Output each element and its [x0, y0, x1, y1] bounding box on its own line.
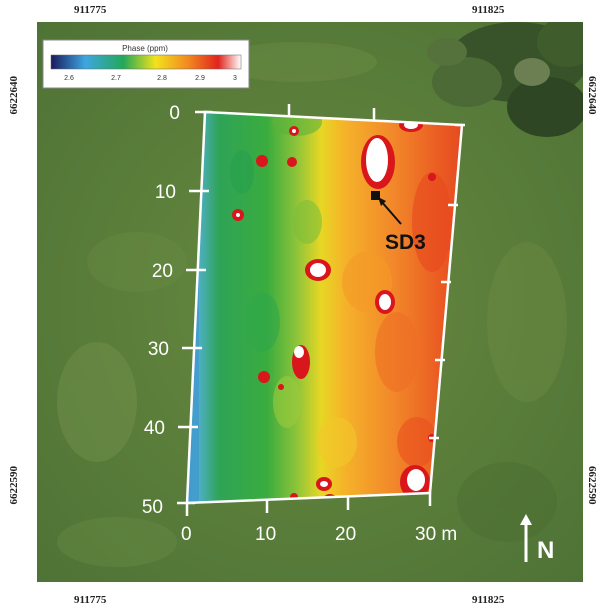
x-tick-label: 30 m	[415, 524, 457, 545]
legend-tick: 2.7	[111, 75, 121, 82]
anomaly-bottom-right	[400, 465, 430, 499]
y-tick-label: 10	[155, 182, 176, 203]
y-tick-label: 30	[148, 339, 169, 360]
survey-grid-frame	[177, 104, 465, 516]
legend-tick: 2.8	[157, 75, 167, 82]
grass-texture	[57, 42, 567, 567]
coord-left-upper: 6622640	[8, 76, 20, 115]
y-tick-label: 50	[142, 497, 163, 518]
legend-tick: 3	[233, 75, 237, 82]
sd3-marker: SD3	[371, 191, 426, 254]
y-tick-label: 40	[144, 418, 165, 439]
phase-heatmap	[187, 112, 462, 503]
coord-bottom-left: 911775	[74, 594, 107, 606]
north-label: N	[537, 537, 554, 564]
coord-left-lower: 6622590	[8, 466, 20, 505]
coord-top-right: 911825	[472, 4, 505, 16]
anomaly-lower-left	[292, 345, 310, 379]
coord-right-lower: 6622590	[586, 466, 598, 505]
x-tick-label: 0	[181, 524, 192, 545]
coord-bottom-right: 911825	[472, 594, 505, 606]
tree-canopy	[427, 22, 583, 137]
coord-top-left: 911775	[74, 4, 107, 16]
phase-legend: Phase (ppm) 2.6 2.7 2.8 2.9 3	[42, 39, 250, 89]
anomaly-mid-1	[305, 259, 331, 281]
legend-tick: 2.6	[64, 75, 74, 82]
coord-right-upper: 6622640	[586, 76, 598, 115]
x-tick-label: 20	[335, 524, 356, 545]
x-axis-labels: 0 10 20 30 m	[181, 524, 457, 545]
x-tick-label: 10	[255, 524, 276, 545]
y-tick-label: 0	[169, 103, 180, 124]
y-axis-labels: 0 10 20 30 40 50	[142, 103, 180, 518]
sd3-label: SD3	[385, 231, 426, 254]
legend-colorbar	[50, 54, 242, 70]
survey-map: 0 10 20 30 40 50 0 10 20 30 m SD3 Phase …	[37, 22, 583, 582]
y-tick-label: 20	[152, 261, 173, 282]
legend-title: Phase (ppm)	[122, 44, 168, 53]
anomaly-large-top	[361, 135, 395, 189]
legend-tick: 2.9	[195, 75, 205, 82]
anomaly-mid-2	[375, 290, 395, 314]
north-arrow: N	[520, 514, 554, 564]
